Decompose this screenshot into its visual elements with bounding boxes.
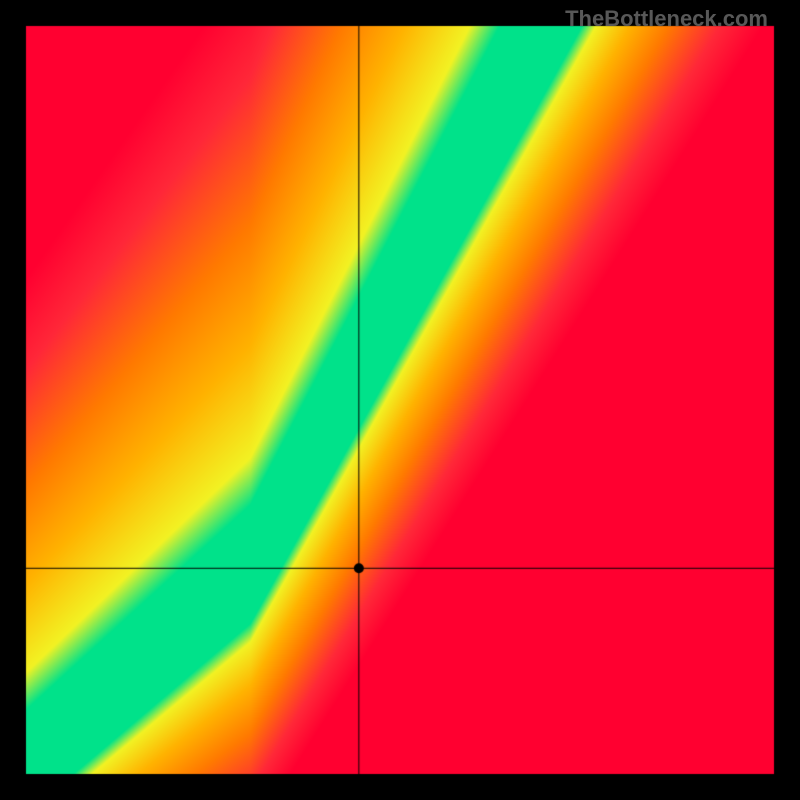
watermark-text: TheBottleneck.com bbox=[565, 6, 768, 32]
bottleneck-heatmap-container: TheBottleneck.com bbox=[0, 0, 800, 800]
bottleneck-heatmap-canvas bbox=[0, 0, 800, 800]
